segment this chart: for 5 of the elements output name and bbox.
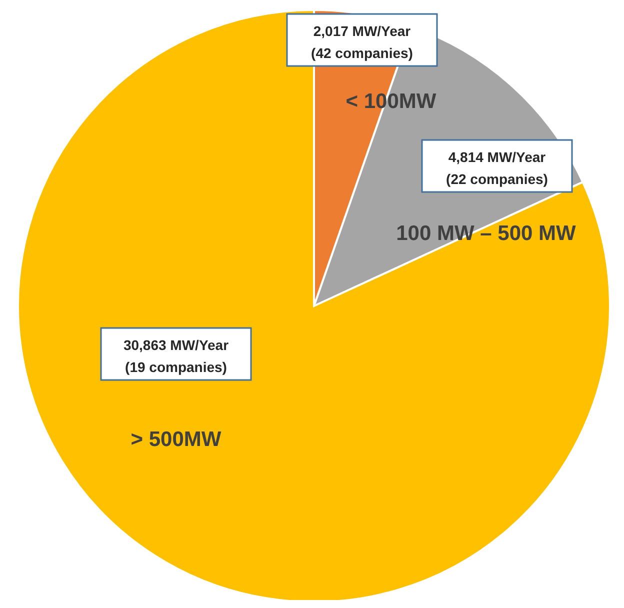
slice-label: 100 MW – 500 MW: [396, 222, 576, 245]
data-label: 4,814 MW/Year (22 companies): [446, 149, 548, 187]
data-label: 30,863 MW/Year (19 companies): [123, 337, 230, 375]
data-label: 2,017 MW/Year (42 companies): [311, 23, 413, 61]
slice-label: > 500MW: [130, 428, 222, 451]
